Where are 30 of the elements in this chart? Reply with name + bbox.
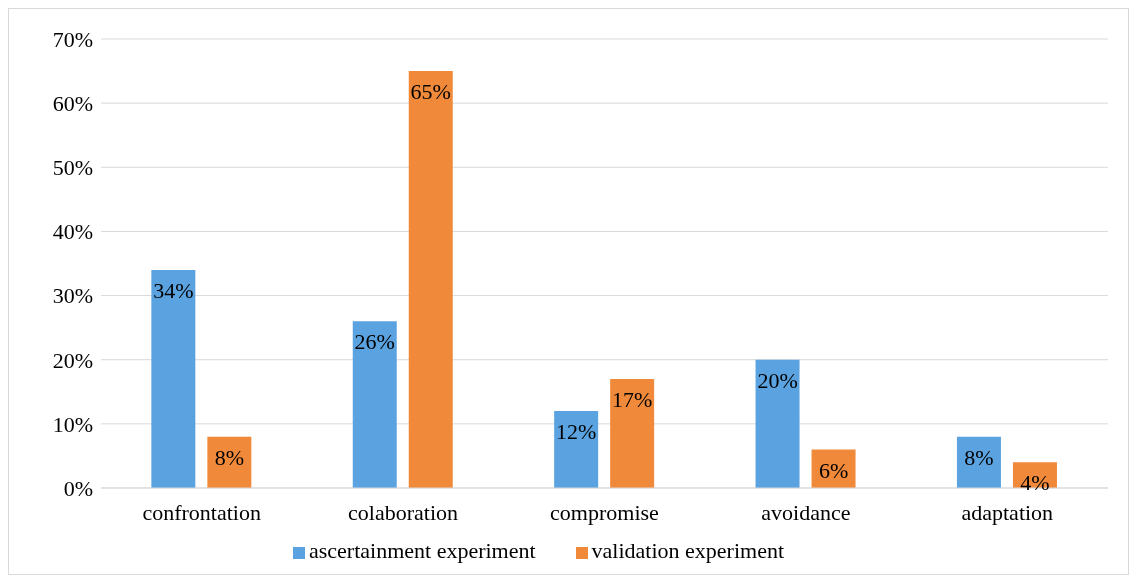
bar [408, 71, 453, 488]
y-tick-label: 20% [52, 347, 93, 373]
bar [554, 411, 599, 488]
legend-label: ascertainment experiment [308, 538, 536, 563]
x-tick-label: confrontation [142, 499, 261, 525]
y-tick-label: 70% [52, 26, 93, 52]
data-label: 65% [410, 79, 451, 105]
y-tick-label: 50% [52, 155, 93, 181]
x-tick-label: colaboration [348, 499, 459, 525]
x-tick-label: adaptation [961, 499, 1054, 525]
data-label: 20% [757, 367, 798, 393]
data-label: 8% [214, 444, 245, 470]
bar [610, 378, 655, 488]
data-label: 6% [818, 457, 849, 483]
y-tick-label: 60% [52, 90, 93, 116]
y-tick-label: 0% [63, 475, 93, 501]
y-tick-label: 30% [52, 283, 93, 309]
data-label: 8% [964, 444, 994, 470]
y-tick-label: 10% [52, 411, 93, 437]
x-tick-label: avoidance [761, 499, 851, 525]
y-tick-label: 40% [52, 219, 93, 245]
legend-label: validation experiment [591, 538, 785, 563]
bar [755, 359, 800, 488]
data-label: 17% [611, 386, 653, 412]
bar [151, 269, 196, 488]
bar [352, 321, 397, 488]
data-label: 34% [153, 277, 194, 303]
data-label: 26% [354, 329, 395, 355]
data-label: 12% [555, 419, 597, 445]
x-tick-label: compromise [550, 499, 659, 525]
